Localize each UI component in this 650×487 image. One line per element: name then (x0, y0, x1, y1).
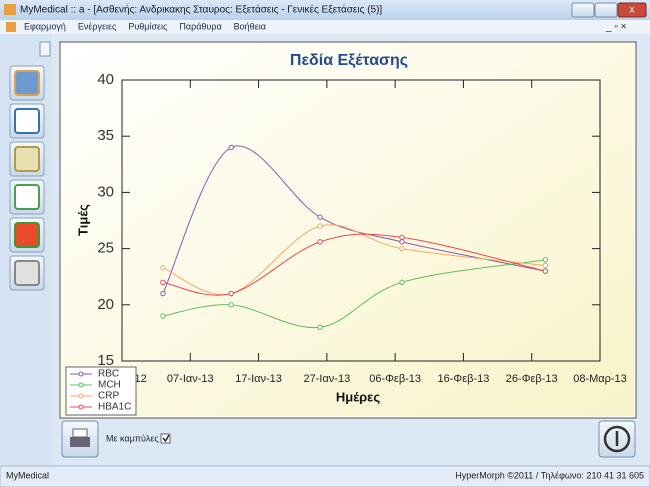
sidebar-icon (14, 146, 40, 172)
mdi-icon (6, 22, 16, 32)
title-bar (0, 0, 650, 20)
legend-marker (78, 393, 84, 399)
y-tick-label: 40 (97, 71, 114, 88)
data-point (160, 279, 166, 286)
menu-item[interactable]: Παράθυρα (179, 21, 221, 31)
checkbox-check (162, 434, 170, 443)
status-right: HyperMorph ©2011 / Τηλέφωνο: 210 41 31 6… (455, 470, 644, 480)
status-left: MyMedical (6, 470, 49, 480)
close-glyph: x (630, 5, 635, 16)
data-point (317, 223, 323, 229)
menu-item[interactable]: Εφαρμογή (24, 21, 66, 31)
status-bar (0, 465, 650, 487)
data-point (228, 290, 234, 297)
x-tick-label: 07-Ιαν-13 (167, 373, 214, 385)
legend-marker (78, 371, 84, 377)
data-point (399, 234, 405, 241)
curves-checkbox[interactable] (160, 433, 171, 444)
x-tick-label: 27-Ιαν-13 (303, 373, 350, 385)
data-point (399, 279, 405, 286)
data-point (228, 144, 234, 151)
printer-paper (72, 428, 88, 438)
collapse-button[interactable] (39, 41, 51, 57)
y-tick-label: 15 (97, 352, 114, 369)
data-point (160, 265, 166, 271)
chart-title: Πεδία Εξέτασης (290, 52, 408, 69)
data-point (228, 302, 234, 308)
minimize-button[interactable] (571, 2, 595, 18)
data-point (542, 257, 549, 263)
y-axis-label: Τιμές (75, 204, 90, 236)
legend-label: RBC (98, 369, 119, 380)
app-icon (4, 4, 16, 15)
power-icon (603, 425, 631, 453)
menu-item[interactable]: Ενέργειες (78, 21, 117, 31)
sidebar-icon (14, 108, 40, 134)
sidebar-icon (14, 222, 40, 248)
legend-marker (78, 404, 84, 410)
menu-item[interactable]: Βοήθεια (234, 21, 266, 31)
sidebar-icon (14, 260, 40, 286)
data-point (317, 214, 323, 220)
data-point (542, 268, 549, 274)
legend-label: CRP (98, 391, 119, 402)
data-point (317, 239, 323, 245)
legend-label: HBA1C (98, 402, 131, 413)
chart-background (62, 44, 634, 416)
data-point (317, 324, 323, 330)
plot-frame (121, 79, 601, 362)
y-tick-label: 35 (97, 127, 114, 144)
sidebar-icon (14, 70, 40, 96)
menu-bar (0, 20, 650, 34)
y-tick-label: 20 (97, 296, 114, 313)
data-point (160, 313, 166, 319)
data-point (399, 245, 405, 252)
x-tick-label: 06-Φεβ-13 (369, 373, 421, 385)
x-tick-label: 16-Φεβ-13 (438, 373, 490, 385)
legend-marker (78, 382, 84, 388)
x-tick-label: 08-Μαρ-13 (573, 373, 627, 385)
curves-label: Με καμπύλες (106, 433, 159, 443)
series-line (162, 259, 546, 329)
data-point (542, 262, 549, 269)
series-line (162, 233, 546, 296)
x-axis-label: Ημέρες (336, 389, 380, 404)
window-title: MyMedical :: a - [Ασθενής: Ανδρικακης Στ… (20, 4, 382, 16)
y-tick-label: 30 (97, 183, 114, 200)
legend-label: MCH (98, 380, 121, 391)
data-point (160, 290, 166, 297)
sidebar-icon (14, 184, 40, 210)
mdi-controls[interactable]: _ ▫ × (605, 22, 627, 33)
close-button[interactable] (617, 2, 647, 18)
y-tick-label: 25 (97, 240, 114, 257)
data-point (399, 239, 405, 245)
maximize-button[interactable] (594, 2, 618, 18)
printer-icon (70, 437, 90, 447)
menu-item[interactable]: Ρυθμίσεις (128, 21, 168, 31)
series-line (162, 145, 546, 294)
x-tick-label: 26-Φεβ-13 (506, 373, 558, 385)
x-tick-label: 17-Ιαν-13 (235, 373, 282, 385)
